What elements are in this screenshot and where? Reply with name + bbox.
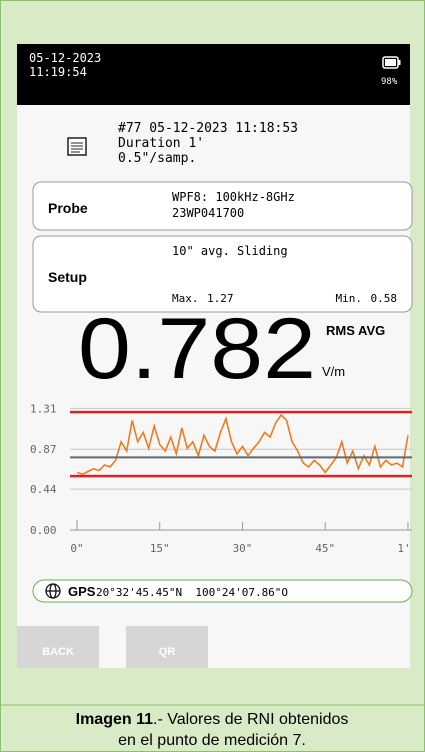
x-tick-label: 30" xyxy=(233,542,253,555)
min-label: Min. xyxy=(336,292,363,305)
setup-box xyxy=(32,235,413,313)
graph: 1.31 0.87 0.44 0.00 0" 15" 30" 45" 1' xyxy=(30,402,412,555)
qr-button[interactable] xyxy=(126,626,208,668)
battery-text: 98% xyxy=(381,77,398,87)
qr-button-label[interactable]: QR xyxy=(159,646,176,658)
gps-coords: 20°32'45.45"N 100°24'07.86"O xyxy=(96,586,288,599)
time: 11:19:54 xyxy=(29,65,87,79)
caption-label: Imagen 11 xyxy=(76,711,153,728)
back-button-label[interactable]: BACK xyxy=(42,646,74,658)
battery-icon xyxy=(382,56,399,69)
caption-line-1: Imagen 11.- Valores de RNI obtenidos xyxy=(76,711,349,728)
y-tick-label: 0.00 xyxy=(30,524,57,537)
probe-model: WPF8: 100kHz-8GHz xyxy=(172,190,295,204)
probe-label: Probe xyxy=(48,200,88,216)
record-duration: Duration 1' xyxy=(118,136,204,151)
gps-label: GPS xyxy=(68,584,96,599)
reading-unit: V/m xyxy=(322,364,345,379)
x-tick-label: 1' xyxy=(397,542,410,555)
caption-line-2: en el punto de medición 7. xyxy=(118,732,306,749)
back-button[interactable] xyxy=(17,626,99,668)
y-tick-label: 0.44 xyxy=(30,483,57,496)
data-line xyxy=(76,413,409,476)
caption-text: .- Valores de RNI obtenidos xyxy=(153,711,348,728)
battery-tip xyxy=(398,60,401,65)
record-sampling: 0.5"/samp. xyxy=(118,151,196,166)
min-value: 0.58 xyxy=(371,292,398,305)
x-tick-label: 0" xyxy=(70,542,83,555)
probe-serial: 23WP041700 xyxy=(172,206,244,220)
record-icon xyxy=(67,137,87,156)
gps-icon xyxy=(45,583,61,599)
max-value: 1.27 xyxy=(207,292,234,305)
reading-label: RMS AVG xyxy=(326,323,385,338)
date: 05-12-2023 xyxy=(29,51,101,65)
y-tick-label: 0.87 xyxy=(30,443,57,456)
x-tick-label: 45" xyxy=(315,542,335,555)
probe-box xyxy=(32,181,413,231)
reading-value: 0.782 xyxy=(78,301,316,397)
battery-level xyxy=(385,59,396,66)
setup-mode: 10" avg. Sliding xyxy=(172,244,288,258)
y-tick-label: 1.31 xyxy=(30,402,57,415)
setup-label: Setup xyxy=(48,269,87,285)
gps-box xyxy=(32,579,413,603)
record-id: #77 05-12-2023 11:18:53 xyxy=(118,121,298,136)
x-tick-label: 15" xyxy=(150,542,170,555)
status-bar xyxy=(17,44,410,105)
max-label: Max. xyxy=(172,292,199,305)
